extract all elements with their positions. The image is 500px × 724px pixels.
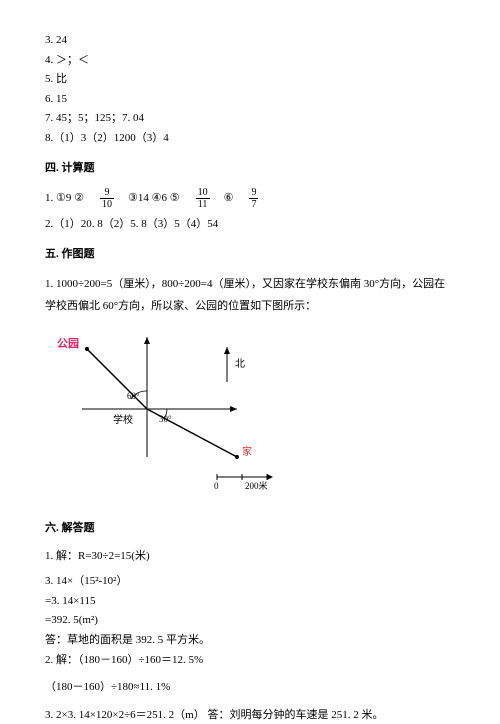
label-30: 30° xyxy=(159,414,172,424)
label-60: 60° xyxy=(127,391,140,401)
answer-5: 5. 比 xyxy=(45,71,455,89)
fraction-den: 11 xyxy=(196,199,210,210)
section-5-para: 1. 1000÷200=5（厘米），800÷200=4（厘米），又因家在学校东偏… xyxy=(45,273,455,317)
label-park: 公园 xyxy=(57,337,79,350)
section-6-title: 六. 解答题 xyxy=(45,520,455,538)
answer-3: 3. 24 xyxy=(45,32,455,50)
q1-l5: 答：草地的面积是 392. 5 平方米。 xyxy=(45,632,455,650)
diagram-svg: 公园 学校 家 北 60° 30° 0 200米 xyxy=(57,327,307,497)
label-school: 学校 xyxy=(113,413,133,426)
q1-l2: 3. 14×（15²-10²） xyxy=(45,573,455,591)
calc-q1: 1. ①9 ② 9 10 ③14 ④6 ⑤ 10 11 ⑥ 9 7 xyxy=(45,187,455,210)
section-4-title: 四. 计算题 xyxy=(45,160,455,178)
fraction-den: 7 xyxy=(249,199,258,210)
label-scale0: 0 xyxy=(214,481,219,491)
answer-4: 4. ＞；＜ xyxy=(45,52,455,70)
calc-q1-part2: ③14 ④6 ⑤ 10 11 xyxy=(128,187,210,210)
calc-q2: 2.（1）20. 8（2）5. 8（3）5（4）54 xyxy=(45,216,455,234)
answer-7: 7. 45；5；125；7. 04 xyxy=(45,110,455,128)
fraction-1: 9 10 xyxy=(100,187,114,210)
fraction-den: 10 xyxy=(100,199,114,210)
q2-l2: （180－160）÷180≈11. 1% xyxy=(45,679,455,697)
fraction-num: 9 xyxy=(249,187,258,199)
q3: 3. 2×3. 14×120×2÷6＝251. 2（m） 答：刘明每分钟的车速是… xyxy=(45,707,455,724)
answer-8: 8.（1）3（2）1200（3）4 xyxy=(45,130,455,148)
q2-l1: 2. 解：（180－160）÷160＝12. 5% xyxy=(45,652,455,670)
q1-l3: =3. 14×115 xyxy=(45,593,455,611)
calc-text: ③14 ④6 ⑤ xyxy=(128,190,180,208)
calc-text: ⑥ xyxy=(224,190,234,208)
answer-6: 6. 15 xyxy=(45,91,455,109)
label-north: 北 xyxy=(235,358,245,370)
q1-l4: =392. 5(m²) xyxy=(45,612,455,630)
diagram: 公园 学校 家 北 60° 30° 0 200米 xyxy=(57,327,455,504)
label-scale200: 200米 xyxy=(245,480,268,491)
fraction-2: 10 11 xyxy=(196,187,210,210)
calc-q1-part3: ⑥ 9 7 xyxy=(224,187,259,210)
calc-q1-part1: 1. ①9 ② 9 10 xyxy=(45,187,114,210)
calc-text: 1. ①9 ② xyxy=(45,190,84,208)
section-5-title: 五. 作图题 xyxy=(45,246,455,264)
label-home: 家 xyxy=(242,445,252,458)
fraction-3: 9 7 xyxy=(249,187,258,210)
fraction-num: 10 xyxy=(196,187,210,199)
q1-l1: 1. 解：R=30÷2=15(米) xyxy=(45,548,455,566)
fraction-num: 9 xyxy=(100,187,114,199)
